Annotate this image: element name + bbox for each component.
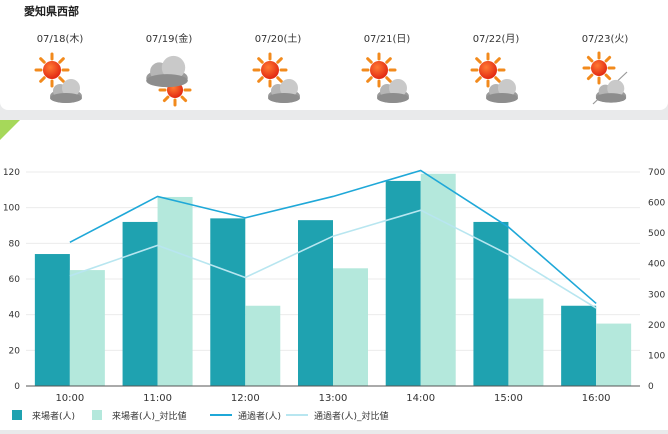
bar — [122, 221, 158, 386]
legend-label: 来場者(人)_対比値 — [112, 410, 187, 422]
sun-with-cloud-icon — [252, 52, 300, 103]
bar — [420, 173, 456, 386]
chart-card: 0 20 40 60 80 100 120 0 100 200 300 400 500 600 700 10:… — [0, 120, 668, 430]
forecast-day: 07/23(火) — [565, 30, 645, 108]
legend-label: 来場者(人) — [32, 410, 75, 422]
bar — [34, 254, 70, 386]
y-tick-label: 60 — [9, 275, 21, 285]
bar — [333, 268, 368, 386]
bar — [596, 323, 632, 386]
sun-with-cloud-icon — [361, 52, 409, 103]
legend-swatch — [12, 410, 22, 420]
region-title: 愛知県西部 — [24, 5, 79, 18]
forecast-day: 07/21(日) — [347, 30, 427, 108]
x-tick-label: 12:00 — [231, 393, 260, 404]
y-tick-label: 0 — [14, 382, 20, 392]
legend-label: 通過者(人) — [238, 411, 281, 422]
forecast-date: 07/19(金) — [145, 34, 193, 45]
forecast-date: 07/18(木) — [36, 34, 84, 45]
x-tick-label: 11:00 — [143, 393, 172, 404]
bar — [210, 218, 246, 386]
forecast-day: 07/22(月) — [456, 30, 536, 108]
forecast-date: 07/21(日) — [363, 34, 411, 45]
series-line — [69, 209, 597, 309]
y2-tick-label: 200 — [648, 321, 665, 331]
combo-chart: 0 20 40 60 80 100 120 0 100 200 300 400 500 600 700 10:… — [3, 168, 666, 422]
y-tick-label: 40 — [9, 311, 21, 321]
sun-with-cloud-icon — [34, 52, 82, 103]
weather-card: 愛知県西部 07/18(木) 07/19(金) 07/20(土) 07/21(日… — [0, 0, 668, 110]
y2-tick-label: 400 — [648, 260, 665, 270]
forecast-date: 07/23(火) — [581, 34, 629, 45]
y2-tick-label: 0 — [648, 382, 654, 392]
y-tick-label: 80 — [9, 239, 21, 249]
bar — [157, 196, 193, 386]
bar — [561, 305, 597, 386]
x-tick-label: 16:00 — [582, 393, 611, 404]
sun-then-cloud-icon — [582, 51, 628, 105]
y2-tick-label: 300 — [648, 290, 665, 300]
legend-label: 通過者(人)_対比値 — [314, 410, 389, 422]
corner-accent — [0, 120, 20, 140]
forecast-date: 07/22(月) — [472, 34, 520, 45]
forecast-day: 07/20(土) — [238, 30, 318, 108]
forecast-day: 07/18(木) — [20, 30, 100, 108]
bar — [508, 298, 544, 386]
cloud-with-sun-icon — [146, 55, 192, 107]
y-tick-label: 100 — [3, 204, 20, 214]
bar — [245, 305, 281, 386]
x-tick-label: 14:00 — [406, 393, 435, 404]
bar — [298, 220, 333, 386]
y-tick-label: 120 — [3, 168, 20, 178]
x-tick-label: 10:00 — [55, 393, 84, 404]
y2-tick-label: 600 — [648, 199, 665, 209]
x-tick-label: 13:00 — [319, 393, 348, 404]
legend-swatch — [92, 410, 102, 420]
y2-tick-label: 100 — [648, 351, 665, 361]
bar — [473, 221, 509, 386]
y2-tick-label: 700 — [648, 168, 665, 178]
x-tick-label: 15:00 — [494, 393, 523, 404]
y2-tick-label: 500 — [648, 229, 665, 239]
sun-with-cloud-icon — [470, 52, 518, 103]
bar — [69, 270, 105, 386]
y-tick-label: 20 — [9, 346, 21, 356]
forecast-date: 07/20(土) — [254, 34, 302, 45]
forecast-day: 07/19(金) — [129, 30, 209, 108]
series-line — [69, 169, 597, 305]
